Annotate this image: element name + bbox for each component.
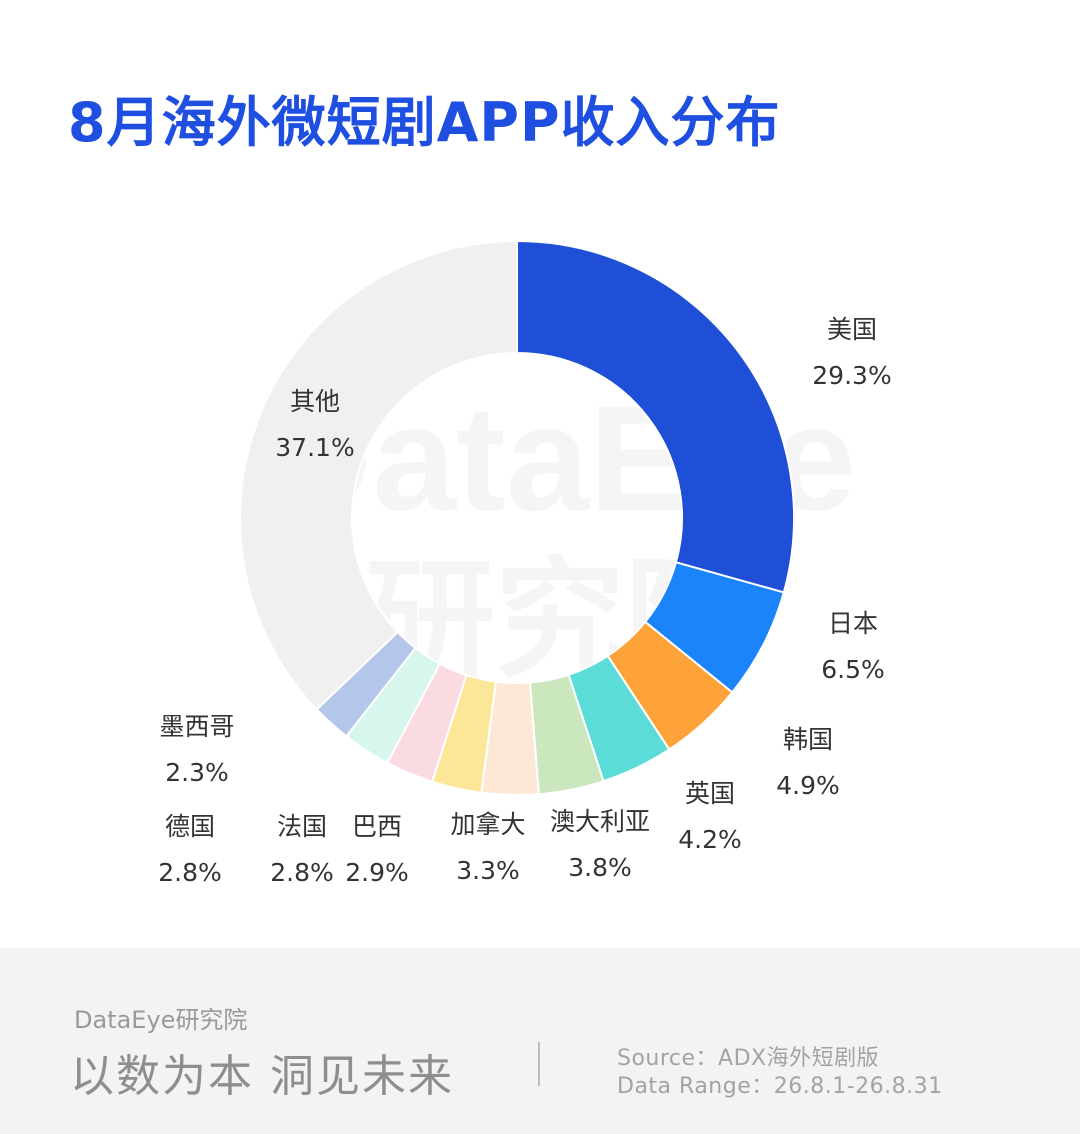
slice-value-label: 3.8%	[568, 853, 632, 882]
slice-label: 法国	[277, 812, 327, 841]
slice-value-label: 3.3%	[456, 856, 520, 885]
slice-value-label: 37.1%	[275, 433, 354, 462]
donut-slices	[239, 239, 795, 796]
slice-label: 韩国	[783, 725, 833, 754]
slice-label: 加拿大	[450, 810, 525, 839]
footer-brand: DataEye研究院	[74, 1006, 248, 1034]
slice-value-label: 2.9%	[345, 858, 409, 887]
slice-label: 美国	[827, 315, 877, 344]
slice-label: 英国	[685, 779, 735, 808]
slice-value-label: 2.8%	[158, 858, 222, 887]
slice-value-label: 2.3%	[165, 758, 229, 787]
donut-chart: DataEye 研究院 美国29.3%日本6.5%韩国4.9%英国4.2%澳大利…	[158, 239, 892, 887]
footer: DataEye研究院 以数为本 洞见未来 Source：ADX海外短剧版 Dat…	[0, 948, 1080, 1134]
slice-label: 日本	[828, 609, 878, 638]
slice-label: 墨西哥	[159, 712, 234, 741]
chart-title: 8月海外微短剧APP收入分布	[68, 91, 781, 154]
slice-其他	[239, 239, 518, 711]
footer-slogan: 以数为本 洞见未来	[70, 1051, 454, 1102]
slice-美国	[516, 239, 795, 594]
source-text: Source：ADX海外短剧版	[617, 1046, 880, 1071]
slice-value-label: 4.2%	[678, 825, 742, 854]
slice-label: 其他	[290, 387, 340, 416]
slice-label: 澳大利亚	[550, 807, 650, 836]
footer-divider	[538, 1042, 540, 1086]
slice-value-label: 6.5%	[821, 655, 885, 684]
slice-label: 德国	[165, 812, 215, 841]
slice-value-label: 2.8%	[270, 858, 334, 887]
slice-labels: 美国 29.3% 日本 6.5% 韩国 4.9% 英国 4.2% 澳大利亚 3.8% 加拿大 3.3%…	[158, 315, 891, 887]
date-range-text: Data Range：26.8.1-26.8.31	[617, 1074, 943, 1099]
slice-value-label: 29.3%	[812, 361, 891, 390]
slice-value-label: 4.9%	[776, 771, 840, 800]
slice-label: 巴西	[352, 812, 402, 841]
